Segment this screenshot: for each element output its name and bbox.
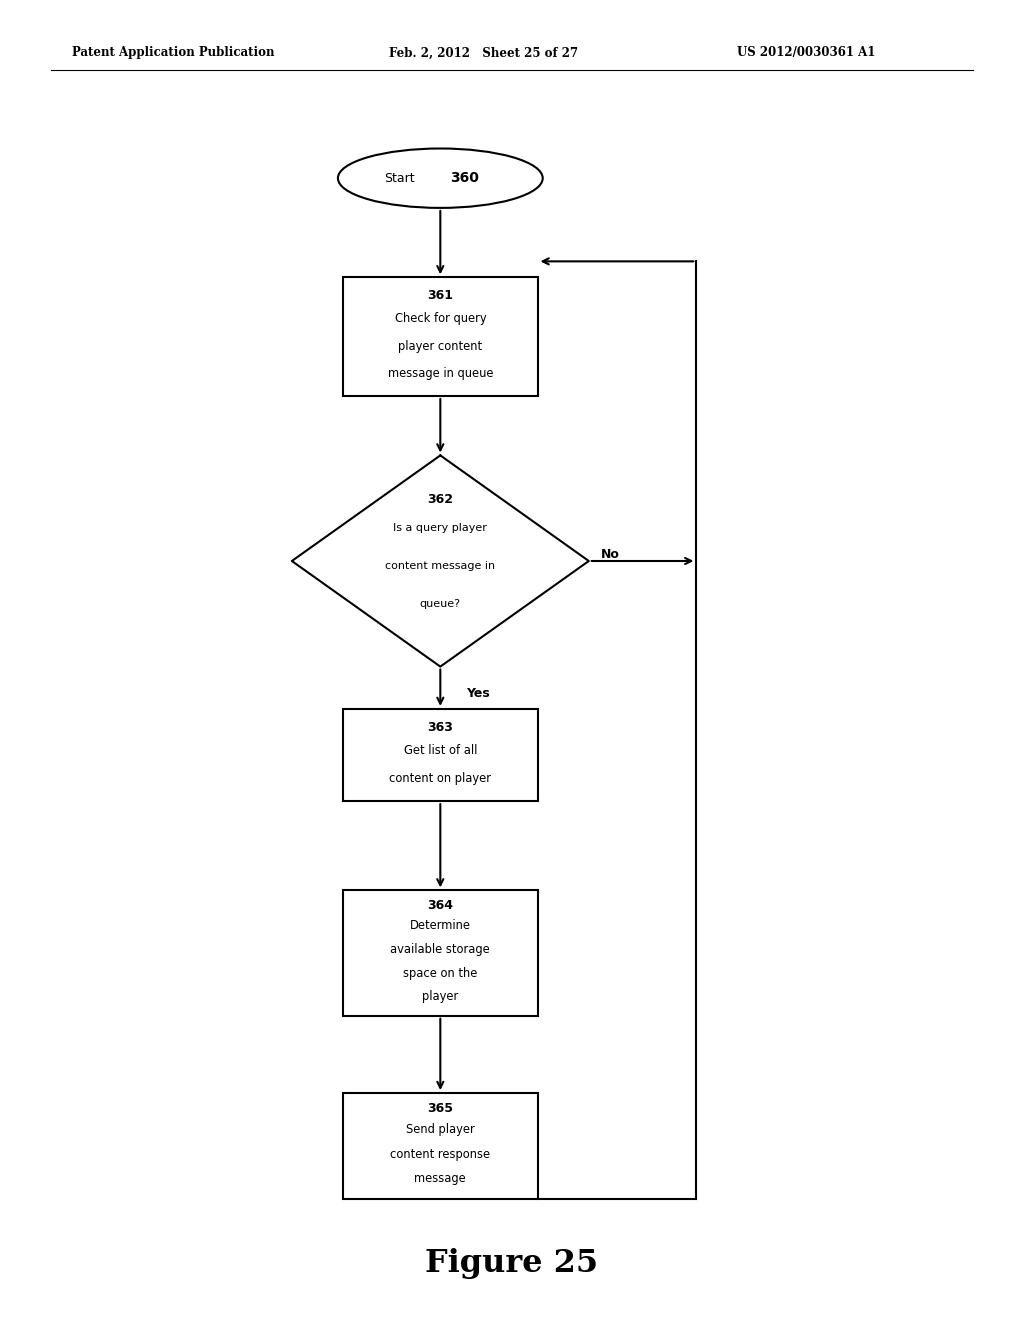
Text: No: No — [601, 548, 620, 561]
Text: Yes: Yes — [466, 686, 489, 700]
Text: Is a query player: Is a query player — [393, 523, 487, 533]
Bar — [343, 890, 538, 1016]
Text: Patent Application Publication: Patent Application Publication — [72, 46, 274, 59]
Text: content message in: content message in — [385, 561, 496, 572]
Text: Start: Start — [384, 172, 415, 185]
Text: content response: content response — [390, 1148, 490, 1160]
Text: message in queue: message in queue — [387, 367, 494, 380]
Text: content on player: content on player — [389, 772, 492, 785]
Text: player content: player content — [398, 339, 482, 352]
Text: 363: 363 — [427, 721, 454, 734]
Text: US 2012/0030361 A1: US 2012/0030361 A1 — [737, 46, 876, 59]
Text: Send player: Send player — [406, 1123, 475, 1137]
Text: player: player — [422, 990, 459, 1003]
Text: space on the: space on the — [403, 966, 477, 979]
Text: Feb. 2, 2012   Sheet 25 of 27: Feb. 2, 2012 Sheet 25 of 27 — [389, 46, 579, 59]
Text: message: message — [415, 1172, 466, 1185]
Bar — [343, 277, 538, 396]
Bar — [343, 709, 538, 801]
Text: 365: 365 — [427, 1102, 454, 1115]
Bar — [343, 1093, 538, 1199]
Text: Check for query: Check for query — [394, 312, 486, 325]
Text: 361: 361 — [427, 289, 454, 302]
Text: available storage: available storage — [390, 942, 490, 956]
Text: 360: 360 — [451, 172, 479, 185]
Text: 362: 362 — [427, 494, 454, 507]
Text: queue?: queue? — [420, 599, 461, 610]
Text: 364: 364 — [427, 899, 454, 912]
Ellipse shape — [338, 149, 543, 209]
Text: Figure 25: Figure 25 — [425, 1247, 599, 1279]
Text: Determine: Determine — [410, 919, 471, 932]
Text: Get list of all: Get list of all — [403, 744, 477, 758]
